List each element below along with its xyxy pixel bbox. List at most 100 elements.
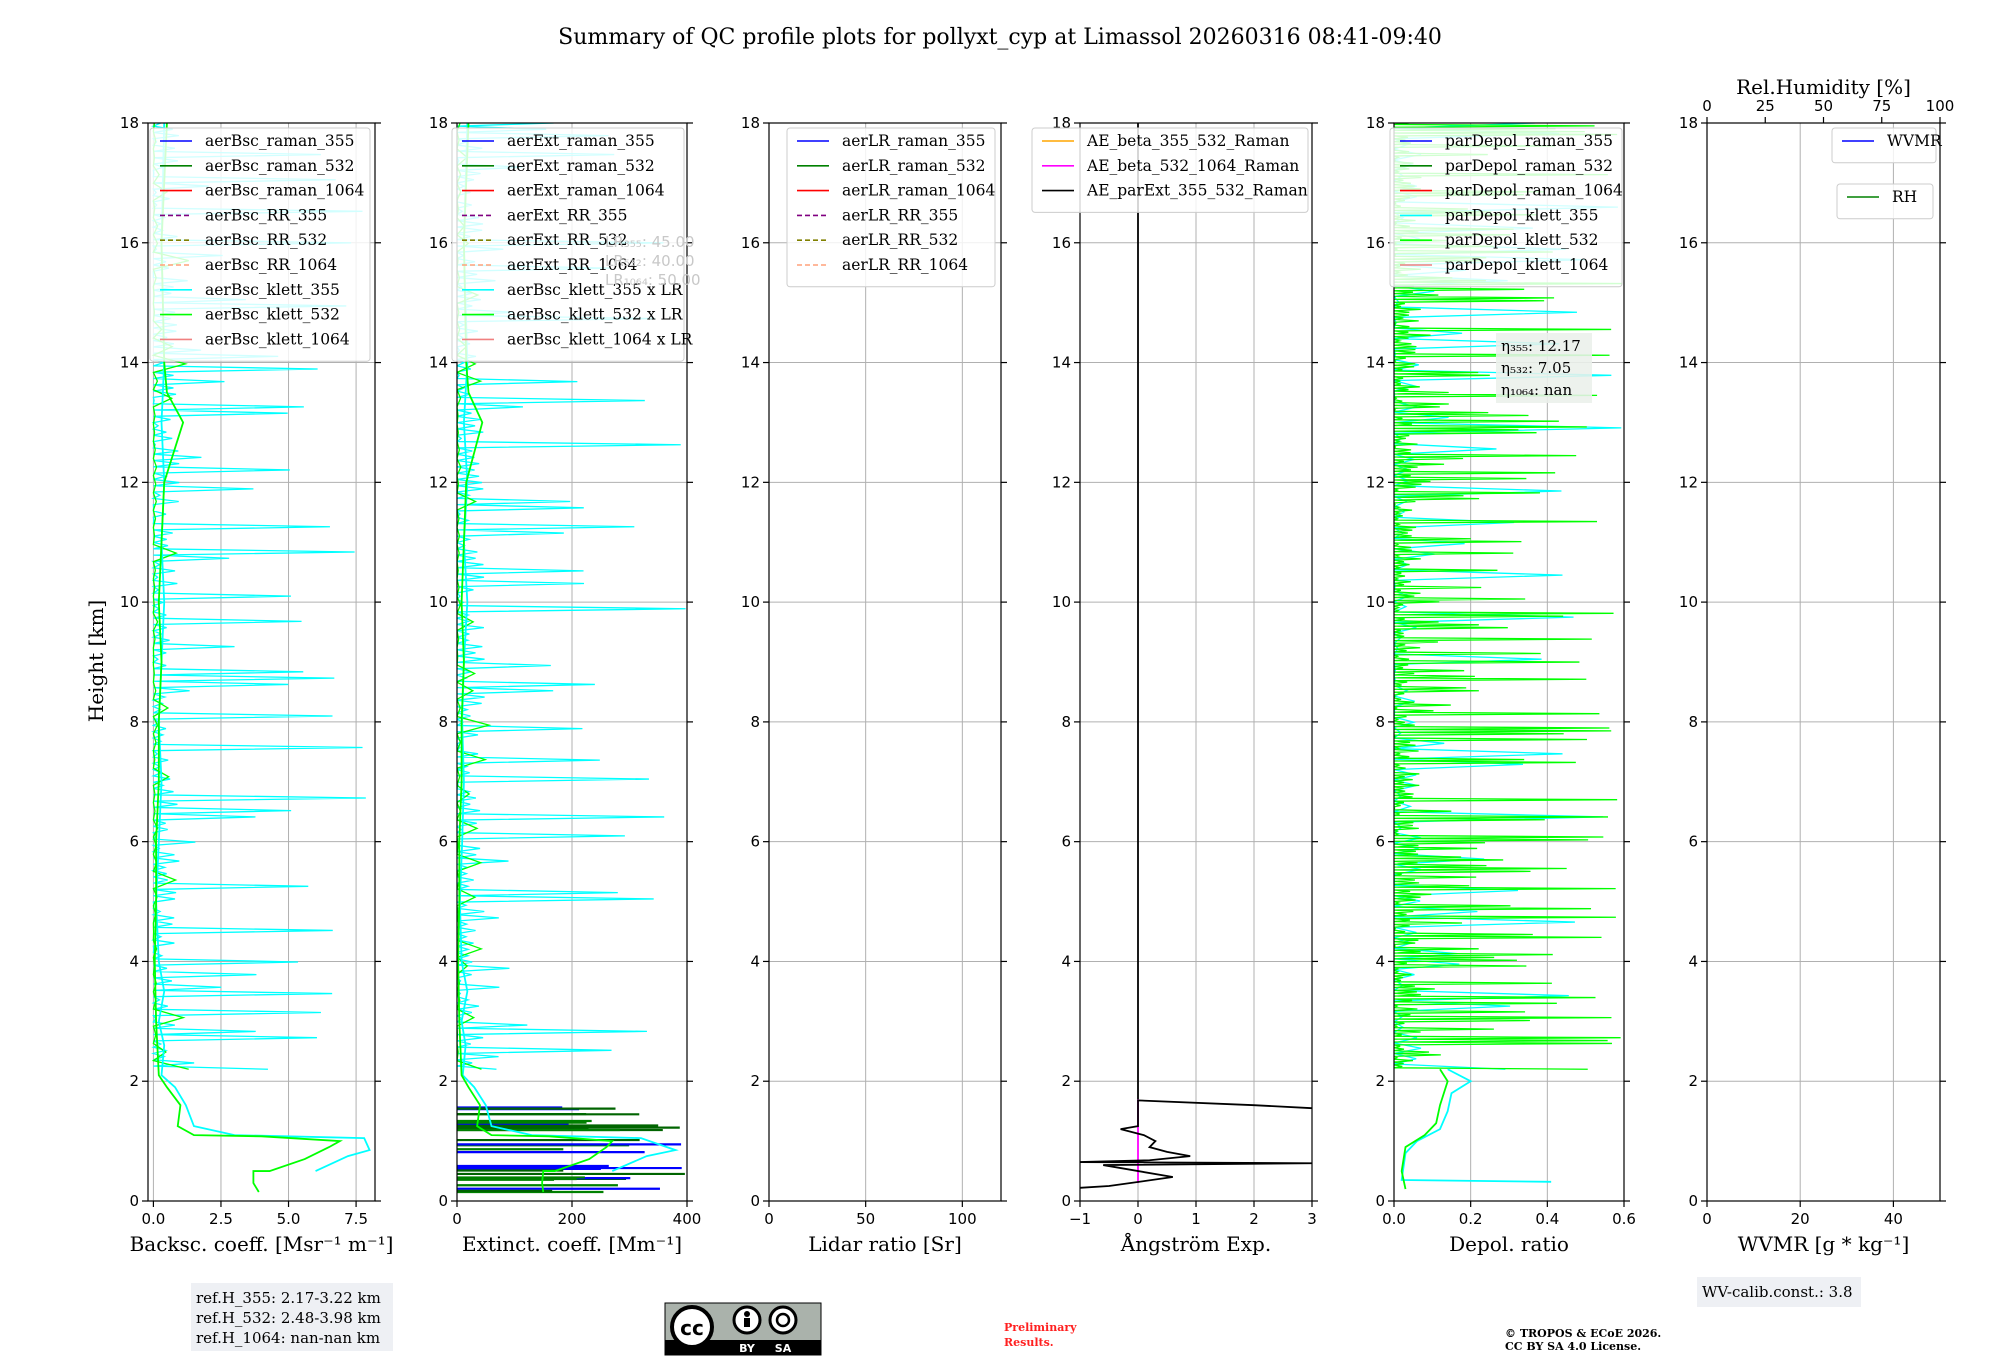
legend-entry: aerBsc_klett_532 x LR [507,306,684,324]
preliminary-line-2: Results. [1004,1336,1054,1349]
axes-frame [1393,122,1625,1202]
ytick-label: 10 [120,593,139,611]
preliminary-line-1: Preliminary [1004,1321,1077,1334]
ytick-label: 16 [1052,234,1071,252]
legend-entry: aerLR_raman_355 [842,132,985,150]
legend-entry: aerBsc_raman_1064 [205,182,365,200]
xtick-label: 50 [856,1210,875,1228]
badge-sa: SA [775,1342,792,1355]
legend-entry: aerExt_RR_355 [507,206,628,224]
ytick-label: 8 [1061,713,1071,731]
legend-entry: aerExt_RR_532 [507,231,628,249]
legend-entry: aerLR_RR_532 [842,231,958,249]
ytick-label: 8 [750,713,760,731]
eta-value: η₁₀₆₄: nan [1501,381,1572,399]
ytick-label: 18 [741,114,760,132]
ytick-label: 0 [1375,1192,1385,1210]
legend-box [786,127,996,288]
lidar-ratio-text: LR₃₅₅: 45.00 [605,233,695,251]
legend-ext: aerExt_raman_355 aerExt_raman_532 aerExt_r… [451,127,694,362]
top-xtick-label: 50 [1814,97,1833,115]
ytick-label: 0 [1061,1192,1071,1210]
ytick-label: 6 [750,833,760,851]
ytick-label: 0 [438,1192,448,1210]
legend-box [1389,127,1623,288]
copyright-line-1: © TROPOS & ECoE 2026. [1505,1327,1661,1340]
legend-entry: parDepol_klett_355 [1445,206,1598,224]
legend-box [1831,127,1937,164]
ytick-label: 12 [741,473,760,491]
series-pardepol-klett-532 [1400,1068,1449,1190]
xtick-label: 0.6 [1612,1210,1636,1228]
ytick-label: 10 [1052,593,1071,611]
top-xtick-label: 75 [1872,97,1891,115]
legend-entry: aerBsc_klett_355 [205,281,340,299]
ytick-label: 2 [129,1072,139,1090]
xtick-label: 2 [1249,1210,1259,1228]
xtick-label: 2.5 [209,1210,233,1228]
xtick-label: 1 [1191,1210,1201,1228]
legend-entry: aerLR_raman_1064 [842,182,995,200]
legend-entry: aerBsc_klett_1064 [205,330,350,348]
panel-ext: 0 2 4 6 8 10 12 14 16 18 0 200 400 Extinct. coeff. [M… [429,114,701,1256]
xtick-label: 0 [1133,1210,1143,1228]
ytick-label: 6 [1061,833,1071,851]
ytick-label: 8 [129,713,139,731]
legend-entry: AE_beta_532_1064_Raman [1086,157,1299,175]
legend-entry: aerBsc_RR_355 [205,206,327,224]
ytick-label: 12 [1679,473,1698,491]
ytick-label: 4 [129,952,139,970]
note-text-bsc: ref.H_532: 2.48-3.98 km [196,1309,381,1327]
plot-area-ae [1080,123,1312,1189]
xtick-label: 20 [1791,1210,1810,1228]
ytick-label: 14 [120,354,139,372]
xaxis-label-ext: Extinct. coeff. [Mm⁻¹] [462,1232,682,1256]
xtick-label: 0.4 [1535,1210,1559,1228]
xtick-label: 0.0 [1382,1210,1406,1228]
xtick-label: −1 [1069,1210,1091,1228]
legend-entry: aerLR_RR_355 [842,206,958,224]
copyright-line-2: CC BY SA 4.0 License. [1505,1340,1641,1353]
ytick-label: 14 [741,354,760,372]
badge-by: BY [739,1342,756,1355]
legend-entry: aerExt_raman_1064 [507,182,665,200]
panel-depol: 0 2 4 6 8 10 12 14 16 18 0.0 0.2 0.4 0.6 Depol. ratio p… [1366,114,1636,1256]
legend-entry: aerExt_raman_532 [507,157,655,175]
series-pardepol-klett-355 [1400,1068,1552,1183]
legend-wv: RH [1836,183,1934,220]
ytick-label: 8 [438,713,448,731]
note-text-bsc: ref.H_1064: nan-nan km [196,1329,380,1347]
series-aerbsc-klett-532-x-lr [457,123,615,1193]
legend-entry: aerExt_RR_1064 [507,256,638,274]
legend-entry: AE_parExt_355_532_Raman [1086,182,1308,200]
ytick-label: 10 [1366,593,1385,611]
xtick-label: 0 [452,1210,462,1228]
legend-entry: parDepol_raman_355 [1445,132,1613,150]
legend-wv: WVMR [1831,127,1943,164]
ytick-label: 6 [129,833,139,851]
ytick-label: 10 [1679,593,1698,611]
xtick-label: 0 [1702,1210,1712,1228]
lidar-ratio-text: LR₅₃₂: 40.00 [605,252,695,270]
ytick-label: 12 [1366,473,1385,491]
ytick-label: 16 [120,234,139,252]
figure-title: Summary of QC profile plots for pollyxt_… [558,25,1442,50]
legend-entry: aerBsc_RR_532 [205,231,327,249]
eta-value: η₃₅₅: 12.17 [1501,337,1581,355]
axes-frame [768,122,1002,1202]
panel-bsc: 0 2 4 6 8 10 12 14 16 18 0.0 2.5 5.0 7.5 Backsc. coeff… [120,114,393,1351]
ytick-label: 0 [129,1192,139,1210]
legend-entry: parDepol_klett_532 [1445,231,1598,249]
legend-entry: RH [1892,188,1917,206]
ytick-label: 4 [750,952,760,970]
ytick-label: 16 [741,234,760,252]
legend-depol: parDepol_raman_355 parDepol_raman_532 parD… [1389,127,1623,288]
legend-box [1836,183,1934,220]
series-ae-parext-355-532-raman [1080,1099,1312,1189]
ytick-label: 12 [1052,473,1071,491]
top-xtick-label: 0 [1702,97,1712,115]
legend-entry: aerBsc_klett_532 [205,306,340,324]
